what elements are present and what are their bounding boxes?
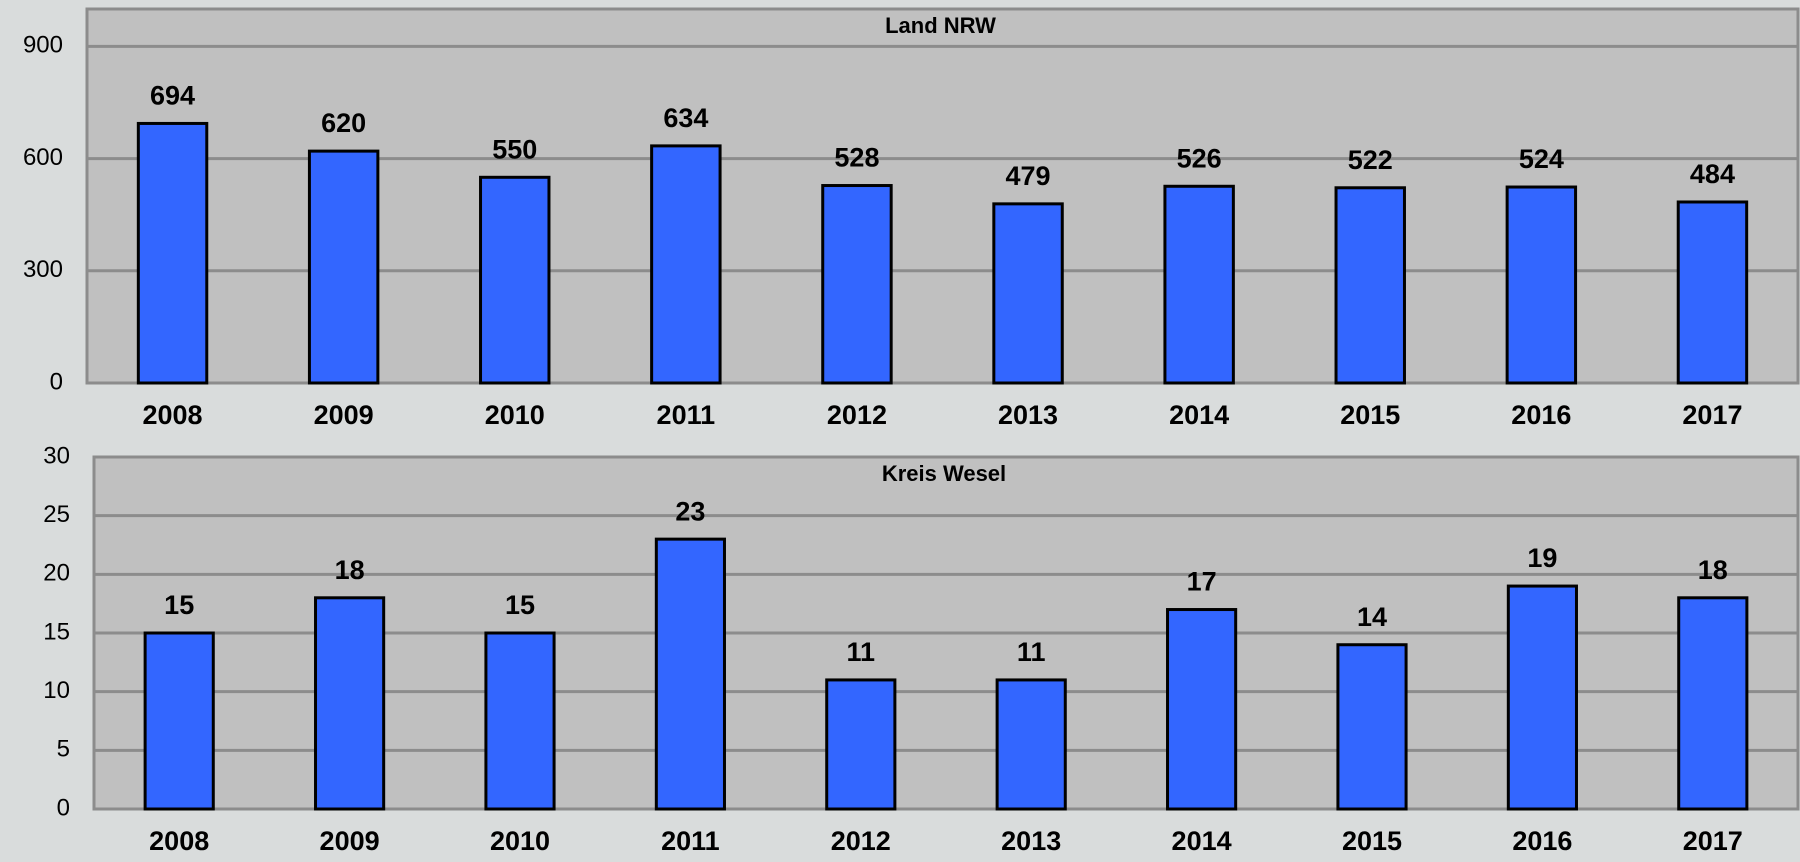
y-tick-label: 5 — [57, 736, 70, 763]
value-label: 11 — [847, 637, 876, 667]
y-tick-label: 0 — [57, 794, 70, 821]
y-tick-label: 15 — [43, 618, 70, 645]
x-tick-label: 2008 — [149, 826, 209, 856]
bar — [307, 149, 380, 385]
value-label: 550 — [492, 134, 537, 164]
x-tick-label: 2016 — [1511, 400, 1571, 430]
bar — [136, 121, 209, 385]
x-tick-label: 2017 — [1682, 400, 1742, 430]
x-tick-label: 2009 — [320, 826, 380, 856]
value-label: 14 — [1357, 602, 1387, 632]
value-label: 479 — [1006, 161, 1051, 191]
bar — [1163, 184, 1235, 385]
value-label: 694 — [150, 81, 195, 111]
x-tick-label: 2014 — [1172, 826, 1232, 856]
bar — [1676, 200, 1749, 385]
bar — [484, 631, 556, 811]
y-tick-label: 0 — [50, 368, 63, 395]
bar — [1166, 608, 1238, 811]
y-tick-label: 900 — [23, 32, 63, 59]
value-label: 484 — [1690, 159, 1735, 189]
value-label: 524 — [1519, 144, 1564, 174]
x-tick-label: 2012 — [831, 826, 891, 856]
value-label: 15 — [505, 590, 535, 620]
x-tick-label: 2011 — [661, 826, 720, 856]
value-label: 634 — [663, 103, 708, 133]
y-tick-label: 10 — [43, 677, 70, 704]
bar — [143, 631, 215, 811]
value-label: 15 — [164, 590, 194, 620]
bar — [992, 202, 1064, 385]
value-label: 18 — [1698, 555, 1728, 585]
bar — [314, 596, 386, 811]
y-tick-label: 300 — [23, 256, 63, 283]
x-tick-label: 2015 — [1342, 826, 1402, 856]
x-tick-label: 2013 — [998, 400, 1058, 430]
value-label: 17 — [1187, 567, 1217, 597]
bar — [1506, 584, 1578, 811]
bar — [1334, 186, 1406, 385]
y-tick-label: 25 — [43, 501, 70, 528]
x-tick-label: 2017 — [1683, 826, 1743, 856]
y-tick-label: 600 — [23, 144, 63, 171]
value-label: 620 — [321, 108, 366, 138]
bar — [821, 184, 893, 385]
bar — [995, 678, 1067, 811]
value-label: 522 — [1348, 145, 1393, 175]
x-tick-label: 2012 — [827, 400, 887, 430]
x-tick-label: 2016 — [1512, 826, 1572, 856]
chart-title: Kreis Wesel — [882, 461, 1006, 486]
x-tick-label: 2011 — [657, 400, 716, 430]
bar — [825, 678, 897, 811]
x-tick-label: 2013 — [1001, 826, 1061, 856]
value-label: 19 — [1527, 543, 1557, 573]
value-label: 18 — [335, 555, 365, 585]
value-label: 528 — [834, 143, 879, 173]
x-tick-label: 2014 — [1169, 400, 1229, 430]
y-tick-label: 30 — [43, 442, 70, 469]
bar — [1336, 643, 1408, 811]
bar — [654, 537, 726, 811]
x-tick-label: 2008 — [143, 400, 203, 430]
x-tick-label: 2010 — [490, 826, 550, 856]
value-label: 526 — [1177, 143, 1222, 173]
x-tick-label: 2009 — [314, 400, 374, 430]
value-label: 11 — [1017, 637, 1046, 667]
y-tick-label: 20 — [43, 560, 70, 587]
x-tick-label: 2015 — [1340, 400, 1400, 430]
value-label: 23 — [675, 496, 705, 526]
x-tick-label: 2010 — [485, 400, 545, 430]
bar — [1677, 596, 1749, 811]
chart-title: Land NRW — [885, 13, 996, 38]
bar — [650, 144, 722, 385]
bar — [479, 175, 551, 385]
bar — [1505, 185, 1578, 385]
